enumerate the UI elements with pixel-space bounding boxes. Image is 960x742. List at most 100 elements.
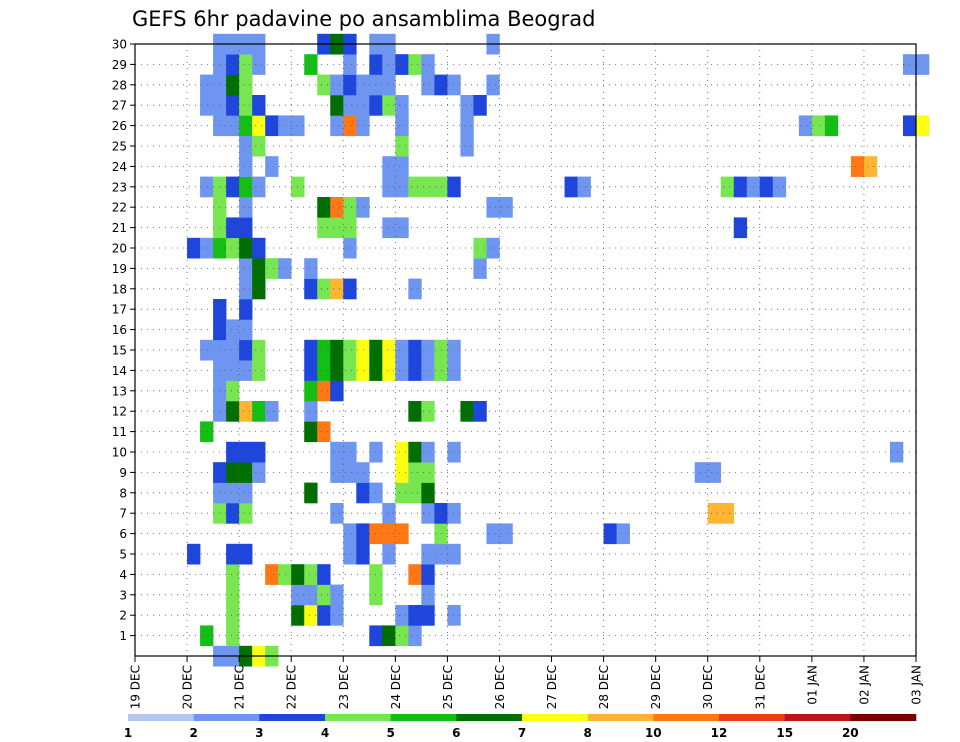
heatmap-cell <box>707 462 722 483</box>
heatmap-cell <box>408 360 422 381</box>
y-tick-label: 4 <box>119 568 127 582</box>
colorbar-label: 1 <box>124 726 132 740</box>
heatmap-cell <box>239 299 253 320</box>
heatmap-cell <box>226 564 240 585</box>
heatmap-cell <box>265 156 279 177</box>
heatmap-cell <box>252 95 266 116</box>
heatmap-cell <box>330 380 344 402</box>
heatmap-cell <box>226 380 240 402</box>
heatmap-cell <box>304 54 318 75</box>
heatmap-cell <box>252 278 266 300</box>
heatmap-cell <box>226 625 240 647</box>
heatmap-cell <box>408 339 422 361</box>
x-tick-label: 28 DEC <box>597 665 611 709</box>
heatmap-cell <box>395 625 409 647</box>
heatmap-cell <box>304 482 318 504</box>
y-tick-label: 28 <box>112 78 127 92</box>
heatmap-cell <box>317 339 331 361</box>
heatmap-cell <box>265 115 279 137</box>
heatmap-cell <box>226 482 240 504</box>
y-tick-label: 12 <box>112 405 127 419</box>
heatmap-cell <box>265 564 279 585</box>
x-tick-label: 21 DEC <box>233 665 247 709</box>
heatmap-cell <box>226 95 240 116</box>
heatmap-cell <box>252 237 266 259</box>
heatmap-cell <box>395 115 409 137</box>
heatmap-cell <box>811 115 826 137</box>
heatmap-cell <box>382 217 396 239</box>
heatmap-cell <box>226 503 240 524</box>
heatmap-cell <box>486 197 500 218</box>
heatmap-cell <box>395 135 409 157</box>
y-tick-label: 20 <box>112 242 127 256</box>
heatmap-cell <box>304 421 318 443</box>
heatmap-cell <box>252 441 266 463</box>
heatmap-cell <box>226 462 240 483</box>
colorbar-swatch <box>850 714 917 721</box>
heatmap-cell <box>304 360 318 381</box>
heatmap-cell <box>447 74 461 96</box>
heatmap-cell <box>395 605 409 626</box>
heatmap-cell <box>239 74 253 96</box>
y-tick-label: 24 <box>112 160 127 174</box>
heatmap-cell <box>317 278 331 300</box>
heatmap-cell <box>239 217 253 239</box>
heatmap-cell <box>343 217 357 239</box>
heatmap-cell <box>317 584 331 606</box>
heatmap-cell <box>447 176 461 198</box>
heatmap-cell <box>759 176 774 198</box>
heatmap-cell <box>382 625 396 647</box>
x-tick-label: 31 DEC <box>753 665 767 709</box>
heatmap-cell <box>343 95 357 116</box>
heatmap-cell <box>304 339 318 361</box>
heatmap-cell <box>382 74 396 96</box>
heatmap-cell <box>226 401 240 422</box>
x-tick-label: 25 DEC <box>441 665 455 709</box>
heatmap-cell <box>473 237 487 259</box>
colorbar-swatch <box>259 714 326 721</box>
heatmap-cell <box>421 74 435 96</box>
heatmap-cell <box>343 115 357 137</box>
y-tick-label: 6 <box>119 527 127 541</box>
x-tick-label: 01 JAN <box>805 665 819 705</box>
y-tick-label: 29 <box>112 58 127 72</box>
heatmap-cell <box>239 237 253 259</box>
heatmap-cell <box>395 156 409 177</box>
heatmap-cell <box>304 401 318 422</box>
heatmap-cells <box>187 33 930 667</box>
heatmap-cell <box>330 360 344 381</box>
heatmap-cell <box>239 156 253 177</box>
heatmap-cell <box>343 237 357 259</box>
x-tick-label: 23 DEC <box>337 665 351 709</box>
heatmap-cell <box>499 197 513 218</box>
heatmap-cell <box>239 462 253 483</box>
heatmap-cell <box>616 523 630 545</box>
heatmap-cell <box>395 176 409 198</box>
heatmap-cell <box>408 176 422 198</box>
heatmap-cell <box>447 339 461 361</box>
heatmap-cell <box>343 543 357 565</box>
heatmap-cell <box>226 74 240 96</box>
heatmap-cell <box>473 258 487 279</box>
heatmap-cell <box>226 115 240 137</box>
heatmap-cell <box>343 54 357 75</box>
y-tick-label: 14 <box>112 364 127 378</box>
heatmap-cell <box>421 401 435 422</box>
heatmap-cell <box>395 462 409 483</box>
heatmap-cell <box>343 441 357 463</box>
y-tick-label: 10 <box>112 446 127 460</box>
heatmap-cell <box>317 74 331 96</box>
y-tick-label: 16 <box>112 323 127 337</box>
x-tick-label: 30 DEC <box>701 665 715 709</box>
x-tick-labels: 19 DEC 20 DEC 21 DEC 22 DEC 23 DEC 24 DEC 25 D… <box>129 665 924 709</box>
heatmap-cell <box>278 564 292 585</box>
y-tick-label: 21 <box>112 221 127 235</box>
heatmap-cell <box>447 360 461 381</box>
chart-title: GEFS 6hr padavine po ansamblima Beograd <box>132 7 595 31</box>
heatmap-cell <box>916 115 930 137</box>
heatmap-cell <box>564 176 578 198</box>
heatmap-cell <box>382 339 396 361</box>
x-tick-label: 27 DEC <box>545 665 559 709</box>
heatmap-cell <box>330 503 344 524</box>
y-tick-label: 2 <box>119 609 127 623</box>
